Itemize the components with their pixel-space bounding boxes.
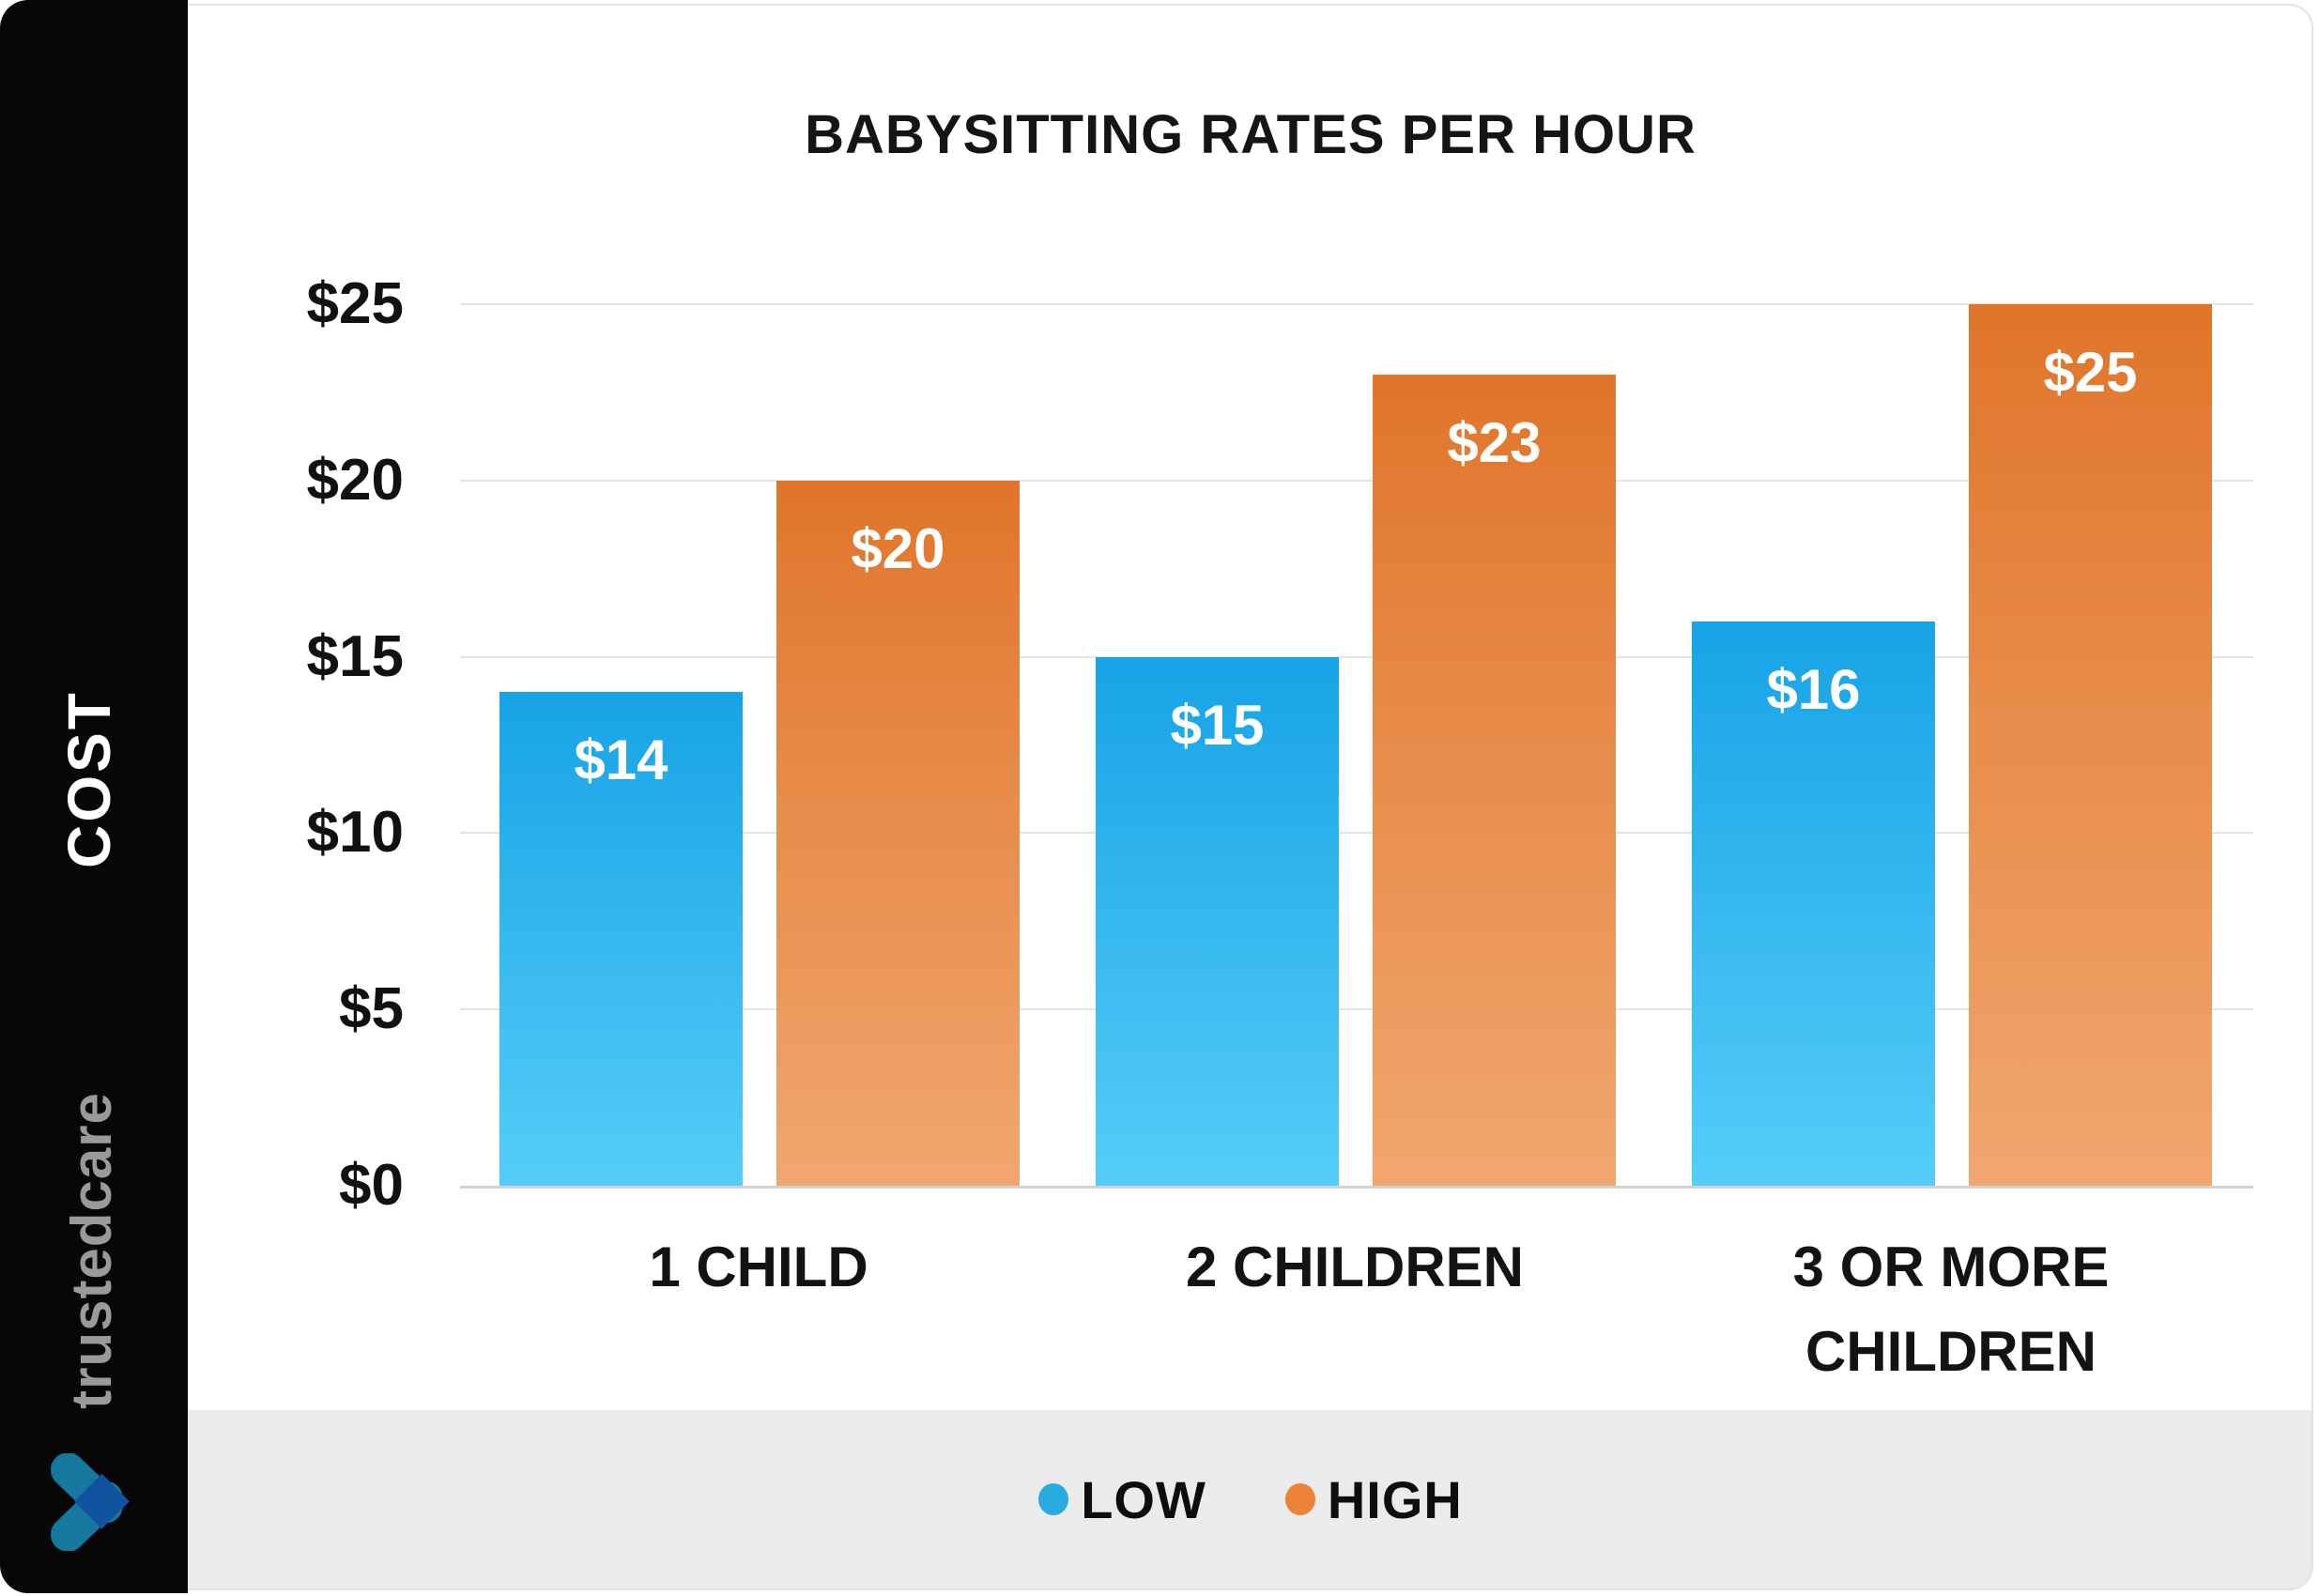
- legend-item-low: LOW: [1038, 1469, 1206, 1530]
- y-tick-0: $0: [339, 1153, 404, 1218]
- gridline-20: [460, 480, 2253, 482]
- bar-high-group1: $20: [776, 481, 1020, 1186]
- x-axis-baseline: [460, 1186, 2253, 1189]
- y-tick-25: $25: [306, 271, 404, 336]
- gridline-10: [460, 832, 2253, 834]
- legend-label-high: HIGH: [1327, 1469, 1463, 1529]
- bar-value-label: $14: [574, 729, 668, 791]
- category-label-1: 1 CHILD: [649, 1235, 868, 1298]
- legend-label-low: LOW: [1081, 1469, 1206, 1529]
- category-label-3: 3 OR MORE CHILDREN: [1792, 1235, 2110, 1383]
- legend: LOW HIGH: [188, 1410, 2313, 1588]
- gridline-15: [460, 656, 2253, 658]
- bar-value-label: $23: [1447, 411, 1542, 474]
- bar-value-label: $15: [1170, 694, 1265, 757]
- legend-dot-low: [1038, 1483, 1069, 1515]
- brand-wordmark: trustedcare: [60, 1092, 123, 1409]
- chart-title: BABYSITTING RATES PER HOUR: [805, 104, 1697, 165]
- bar-value-label: $16: [1766, 658, 1861, 721]
- category-label-2: 2 CHILDREN: [1185, 1235, 1525, 1298]
- heart-chevron-logo-icon: [51, 1453, 130, 1551]
- gridline-5: [460, 1008, 2253, 1010]
- sidebar: COST trustedcare: [0, 0, 188, 1593]
- gridline-25: [460, 303, 2253, 305]
- bar-value-label: $25: [2043, 341, 2138, 404]
- bar-high-group3: $25: [1969, 304, 2212, 1186]
- legend-item-high: HIGH: [1284, 1469, 1463, 1530]
- bar-value-label: $20: [851, 517, 945, 580]
- y-tick-5: $5: [339, 976, 404, 1041]
- y-tick-15: $15: [306, 624, 404, 689]
- y-tick-20: $20: [306, 448, 404, 513]
- bar-low-group2: $15: [1096, 657, 1339, 1186]
- bar-high-group2: $23: [1373, 375, 1616, 1186]
- y-axis-title: COST: [55, 690, 123, 868]
- y-tick-10: $10: [306, 800, 404, 865]
- bar-low-group1: $14: [499, 692, 743, 1186]
- bar-low-group3: $16: [1692, 622, 1935, 1186]
- legend-dot-high: [1284, 1483, 1315, 1515]
